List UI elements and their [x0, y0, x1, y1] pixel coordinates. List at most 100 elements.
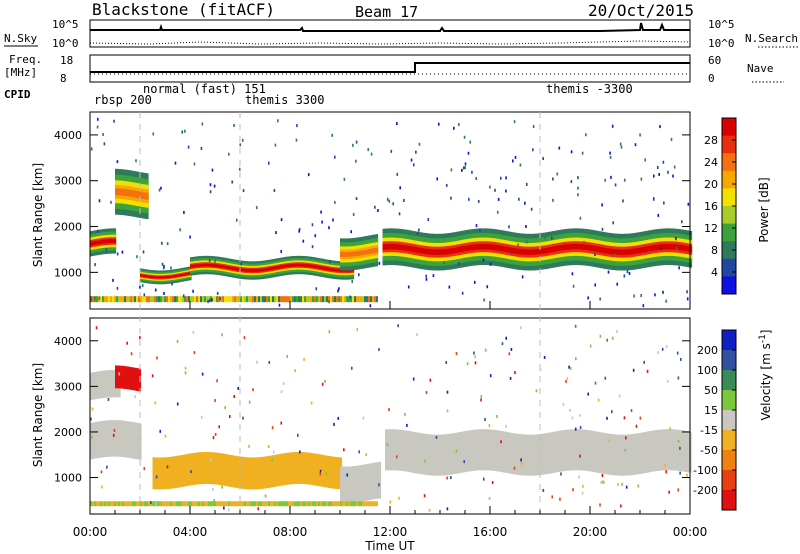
power-cell [278, 265, 281, 269]
power-cell [90, 241, 93, 246]
power-cell [450, 168, 453, 172]
power-cell [425, 277, 428, 281]
power-colorbar-swatch [722, 241, 736, 260]
power-cell [684, 245, 687, 251]
power-cell [242, 189, 245, 193]
velocity-cell [347, 466, 350, 503]
velocity-cell [130, 421, 133, 459]
velocity-cell [487, 429, 490, 471]
velocity-cell [394, 429, 397, 471]
power-cell [217, 264, 220, 268]
velocity-cell [97, 371, 100, 399]
power-cell [161, 276, 164, 279]
power-colorbar-swatch [722, 276, 736, 295]
velocity-cell [220, 453, 223, 486]
power-cell [173, 275, 176, 278]
velocity-cell [126, 501, 128, 507]
velocity-cell [104, 501, 106, 507]
power-cell [307, 264, 310, 267]
velocity-cell [304, 501, 306, 507]
velocity-cell [167, 457, 170, 489]
power-cell [538, 248, 541, 255]
velocity-cell [172, 501, 174, 507]
velocity-cell [258, 501, 260, 507]
velocity-cell [412, 377, 415, 381]
power-cell [316, 296, 318, 303]
power-cell [311, 223, 314, 227]
velocity-cell [154, 501, 156, 507]
velocity-cell [550, 432, 553, 474]
velocity-cell [362, 416, 365, 420]
velocity-cell [94, 501, 96, 507]
power-cell [244, 296, 246, 303]
power-cell [690, 246, 693, 253]
velocity-cell [224, 406, 226, 410]
velocity-cell [449, 476, 452, 480]
velocity-cell [404, 430, 407, 472]
velocity-cell [260, 457, 263, 489]
power-cell [564, 244, 567, 251]
velocity-cell [222, 501, 224, 507]
velocity-cell [226, 454, 229, 487]
power-cell [351, 280, 354, 284]
power-cell [152, 296, 154, 303]
power-cell [397, 244, 400, 250]
velocity-cell [652, 430, 655, 472]
velocity-cell [324, 379, 326, 383]
power-cell [537, 249, 540, 255]
velocity-cell [271, 455, 274, 488]
velocity-cell [608, 433, 611, 475]
velocity-cell [239, 456, 242, 489]
velocity-cell [348, 501, 350, 507]
velocity-cell [656, 429, 659, 471]
velocity-cell [677, 488, 680, 492]
power-cell [622, 249, 625, 255]
velocity-cell [108, 370, 111, 398]
power-cell [378, 261, 381, 265]
power-cell [320, 210, 322, 214]
power-cell [423, 248, 426, 254]
power-cell [498, 245, 501, 251]
velocity-cell [637, 433, 640, 475]
velocity-colorbar-swatch [722, 350, 736, 371]
power-cell [489, 244, 492, 250]
velocity-cell [618, 394, 621, 398]
velocity-cell [343, 466, 346, 504]
power-cell [519, 163, 522, 167]
velocity-cell [256, 457, 259, 490]
power-cell [576, 243, 579, 250]
velocity-cell [625, 436, 627, 440]
power-cell [570, 150, 573, 154]
velocity-cell [256, 501, 258, 507]
power-cell [587, 296, 589, 300]
power-cell [336, 296, 338, 303]
velocity-cell [136, 422, 139, 460]
velocity-cell [280, 421, 283, 425]
power-cell [335, 268, 338, 272]
velocity-cell [280, 390, 283, 394]
velocity-cell [221, 485, 223, 489]
velocity-cell [593, 431, 596, 473]
power-cell [610, 248, 613, 255]
velocity-cell [131, 367, 134, 391]
velocity-cell [188, 501, 190, 507]
velocity-cell [416, 432, 419, 474]
power-cell [496, 210, 499, 214]
power-cell [517, 243, 519, 247]
velocity-cell [94, 371, 97, 400]
power-cell [312, 296, 314, 303]
velocity-cell [501, 342, 504, 346]
power-cell [337, 289, 339, 293]
power-colorbar-tick-label: 20 [704, 178, 718, 191]
power-cell [141, 274, 144, 277]
velocity-cell [644, 431, 647, 473]
velocity-cell [181, 455, 184, 487]
velocity-cell [448, 433, 451, 475]
velocity-cell [278, 454, 281, 486]
power-cell [233, 123, 235, 127]
power-cell [526, 249, 529, 255]
power-cell [553, 246, 556, 252]
power-cell [322, 266, 325, 270]
velocity-cell [98, 501, 100, 507]
velocity-cell [379, 461, 382, 499]
